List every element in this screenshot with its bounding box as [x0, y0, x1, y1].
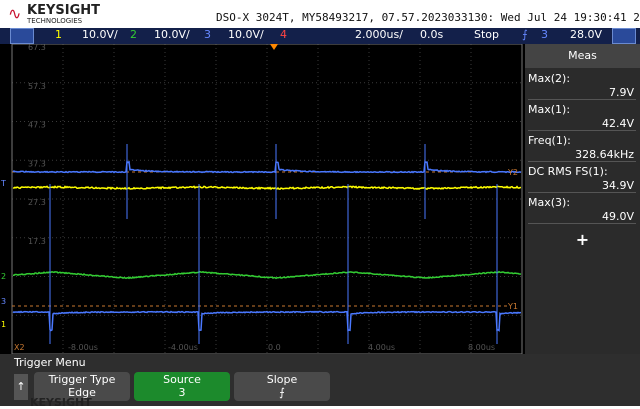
meas-add[interactable]: +: [525, 230, 640, 249]
ch2-scale: 10.0V/: [154, 28, 190, 41]
meas-value: 34.9V: [602, 179, 634, 192]
softkey-label: Trigger Type: [34, 373, 130, 386]
logo-wave: ∿: [8, 4, 21, 23]
meas-value: 49.0V: [602, 210, 634, 223]
trigger-level: 28.0V: [570, 28, 602, 41]
menu-button[interactable]: [10, 28, 34, 44]
softkey-label: Source: [134, 373, 230, 386]
meas-label: Max(3):: [528, 196, 570, 209]
softkey[interactable]: Slope ⨍: [234, 372, 330, 401]
channel-marker: 1: [1, 320, 6, 329]
run-state[interactable]: Stop: [474, 28, 499, 41]
trigger-icon: ⨍: [522, 28, 528, 41]
x-label: 8.00us: [468, 343, 495, 352]
y-label: 37.3: [28, 159, 46, 168]
x-label: -8.00us: [68, 343, 98, 352]
x-label: -4.00us: [168, 343, 198, 352]
meas-item: Max(2): 7.9V: [528, 70, 636, 100]
softkey-bar: Trigger Menu ↑ Trigger Type Edge Source 3 Sl…: [0, 354, 640, 406]
meas-label: Max(1):: [528, 103, 570, 116]
meas-item: Max(1): 42.4V: [528, 101, 636, 131]
y-label: 57.3: [28, 82, 46, 91]
meas-title: Meas: [525, 44, 640, 68]
softkey-value: 3: [134, 386, 230, 399]
menu-title: Trigger Menu: [14, 356, 86, 369]
channel-marker: T: [0, 179, 6, 188]
ch3-scale: 10.0V/: [228, 28, 264, 41]
meas-item: Max(3): 49.0V: [528, 194, 636, 224]
waveform-screen: 67.3 57.3 47.3 37.3 27.3 17.3 -8.00us -4.00us 0.…: [0, 44, 525, 354]
x-label: 4.00us: [368, 343, 395, 352]
meas-label: Max(2):: [528, 72, 570, 85]
y-label: 27.3: [28, 198, 46, 207]
softkey-value: ⨍: [234, 386, 330, 399]
page: ∿ KEYSIGHT TECHNOLOGIES DSO-X 3024T, MY5…: [0, 0, 640, 406]
ch1[interactable]: 1: [55, 28, 62, 41]
y-label: 67.3: [28, 44, 46, 52]
brand: KEYSIGHT: [27, 3, 100, 18]
back-button[interactable]: ↑: [14, 374, 28, 400]
cursor-label: X2: [14, 343, 25, 352]
delay: 0.0s: [420, 28, 443, 41]
softkey[interactable]: Source 3: [134, 372, 230, 401]
y-label: 47.3: [28, 121, 46, 130]
trigger-source: 3: [541, 28, 548, 41]
screen-bg: [0, 44, 525, 354]
meas-label: Freq(1):: [528, 134, 571, 147]
timebase: 2.000us/: [355, 28, 403, 41]
ch1-scale: 10.0V/: [82, 28, 118, 41]
ch4[interactable]: 4: [280, 28, 287, 41]
meas-item: Freq(1): 328.64kHz: [528, 132, 636, 162]
ch2[interactable]: 2: [130, 28, 137, 41]
softkey-label: Slope: [234, 373, 330, 386]
cursor-label: Y2: [507, 168, 518, 177]
meas-panel: Meas + Max(2): 7.9V Max(1): 42.4V Freq(1): 32…: [525, 44, 640, 354]
x-label: 0.0: [268, 343, 281, 352]
channel-marker: 3: [1, 297, 6, 306]
meas-value: 7.9V: [609, 86, 634, 99]
brand-sub: TECHNOLOGIES: [27, 17, 82, 25]
meas-value: 42.4V: [602, 117, 634, 130]
status-bar: 1 10.0V/ 2 10.0V/ 3 10.0V/ 4 2.000us/ 0.…: [0, 28, 640, 44]
meas-label: DC RMS FS(1):: [528, 165, 608, 178]
device-info: DSO-X 3024T, MY58493217, 07.57.202303313…: [216, 11, 640, 24]
ch3[interactable]: 3: [204, 28, 211, 41]
y-label: 17.3: [28, 237, 46, 246]
channel-marker: 2: [1, 272, 6, 281]
meas-value: 328.64kHz: [575, 148, 634, 161]
help-button[interactable]: [612, 28, 636, 44]
cursor-label: Y1: [507, 302, 518, 311]
meas-item: DC RMS FS(1): 34.9V: [528, 163, 636, 193]
